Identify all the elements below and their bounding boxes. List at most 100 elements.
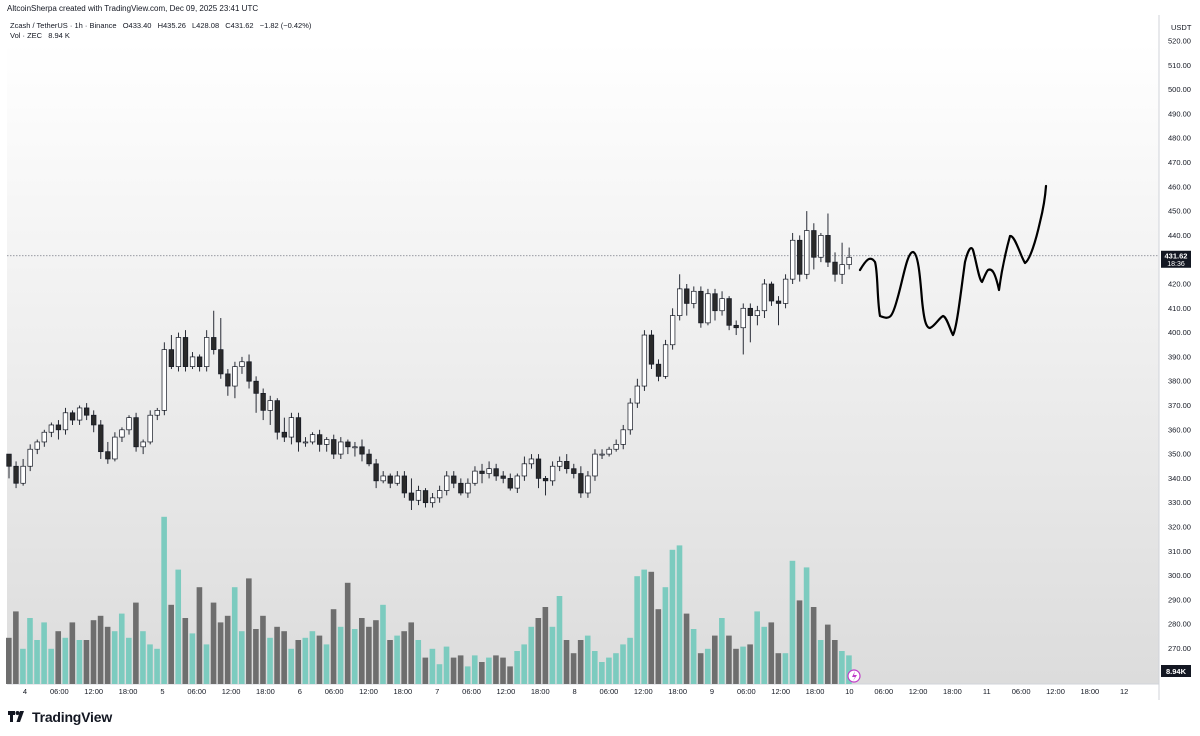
candle bbox=[196, 354, 203, 372]
volume-bar bbox=[768, 622, 775, 684]
candle-body bbox=[387, 475, 393, 484]
candle-body bbox=[804, 230, 810, 275]
candle-body bbox=[606, 448, 612, 455]
candle-body bbox=[112, 436, 118, 460]
y-tick-label: 280.00 bbox=[1168, 620, 1191, 629]
candle-body bbox=[76, 407, 83, 421]
volume-bar bbox=[203, 644, 210, 684]
candle bbox=[387, 473, 393, 489]
volume-bar bbox=[528, 626, 535, 684]
currency-label: USDT bbox=[1171, 23, 1192, 32]
candle bbox=[634, 378, 640, 408]
x-tick-label: 4 bbox=[23, 687, 27, 696]
volume-bar bbox=[366, 626, 372, 684]
volume-bar bbox=[839, 651, 845, 684]
volume-bar bbox=[789, 560, 796, 684]
candle-body bbox=[98, 424, 104, 453]
volume-bar bbox=[133, 602, 139, 684]
candle-body bbox=[119, 429, 125, 438]
candle-body bbox=[295, 417, 302, 443]
candle bbox=[359, 439, 365, 462]
candle bbox=[486, 461, 492, 479]
candle-body bbox=[133, 417, 139, 448]
volume-bar bbox=[726, 635, 732, 684]
volume-bar bbox=[563, 640, 570, 684]
candle-body bbox=[366, 453, 372, 465]
x-tick-label: 7 bbox=[435, 687, 439, 696]
candle bbox=[705, 288, 711, 326]
y-tick-label: 300.00 bbox=[1168, 571, 1191, 580]
y-tick-label: 450.00 bbox=[1168, 207, 1191, 216]
candle-body bbox=[825, 235, 831, 263]
volume-bar bbox=[316, 635, 323, 684]
volume-label[interactable]: Vol · ZEC bbox=[10, 31, 43, 40]
volume-bar bbox=[627, 637, 633, 684]
volume-bar bbox=[457, 655, 464, 684]
candle bbox=[394, 471, 400, 486]
candle bbox=[13, 461, 19, 489]
candle bbox=[126, 415, 132, 435]
time-axis[interactable]: 4 06:00 12:00 18:00 5 06:00 12:00 18:00 6 06:00 12… bbox=[23, 687, 1128, 696]
volume-bar bbox=[535, 618, 542, 684]
symbol-name[interactable]: Zcash / TetherUS · 1h · Binance bbox=[10, 21, 117, 30]
price-axis[interactable]: 520.00 510.00 500.00 490.00 480.00 470.00 460.… bbox=[1168, 37, 1191, 654]
y-tick-label: 410.00 bbox=[1168, 304, 1191, 313]
candle-body bbox=[811, 230, 817, 258]
candle-body bbox=[733, 324, 739, 329]
candle-body bbox=[719, 298, 725, 312]
volume-bar bbox=[669, 549, 676, 684]
projection-drawing[interactable] bbox=[858, 184, 1048, 337]
volume-bar bbox=[712, 635, 718, 684]
x-tick-label: 12:00 bbox=[497, 687, 516, 696]
candle-body bbox=[6, 453, 12, 467]
candle-body bbox=[754, 310, 761, 316]
candle bbox=[782, 274, 789, 309]
candle-body bbox=[599, 453, 605, 456]
high-value: H435.26 bbox=[157, 21, 186, 30]
volume-bar bbox=[118, 613, 125, 684]
candle bbox=[401, 471, 408, 498]
candle bbox=[825, 213, 831, 267]
attribution-text: AltcoinSherpa created with TradingView.c… bbox=[7, 4, 259, 13]
candle bbox=[309, 432, 316, 445]
candle-body bbox=[239, 361, 245, 367]
candle bbox=[274, 398, 280, 440]
candle bbox=[147, 410, 153, 445]
candle-body bbox=[380, 475, 386, 482]
candle-body bbox=[175, 337, 182, 367]
candle-body bbox=[84, 407, 90, 416]
volume-bar bbox=[775, 653, 782, 684]
volume-bar bbox=[154, 648, 160, 684]
volume-tag: 8.94K bbox=[1161, 665, 1191, 677]
volume-bar bbox=[408, 622, 415, 684]
candle-body bbox=[260, 393, 266, 411]
candle bbox=[458, 478, 464, 496]
candle-body bbox=[147, 414, 153, 443]
volume-bar bbox=[189, 633, 196, 684]
candle bbox=[549, 461, 556, 486]
candle-body bbox=[528, 458, 535, 465]
y-tick-label: 370.00 bbox=[1168, 401, 1191, 410]
volume-bar bbox=[832, 640, 838, 684]
candle-body bbox=[768, 283, 775, 302]
volume-bar bbox=[648, 571, 655, 684]
candle-body bbox=[373, 463, 379, 482]
volume-bar bbox=[161, 516, 167, 684]
candle-body bbox=[359, 446, 365, 455]
price-chart[interactable]: USDT 520.00 510.00 500.00 490.00 480.00 470.0… bbox=[0, 0, 1200, 700]
y-tick-label: 480.00 bbox=[1168, 134, 1191, 143]
candle bbox=[119, 427, 125, 442]
volume-bar bbox=[740, 646, 746, 684]
candle-body bbox=[168, 349, 175, 367]
flash-icon[interactable] bbox=[847, 669, 861, 683]
y-tick-label: 520.00 bbox=[1168, 37, 1191, 46]
candle bbox=[260, 388, 266, 421]
candle bbox=[105, 441, 111, 464]
candle-body bbox=[437, 490, 443, 499]
candle-body bbox=[48, 424, 55, 433]
x-tick-label: 12 bbox=[1120, 687, 1128, 696]
candle bbox=[669, 308, 676, 350]
y-tick-label: 510.00 bbox=[1168, 61, 1191, 70]
volume-bar bbox=[634, 576, 640, 684]
candle-body bbox=[775, 300, 782, 304]
